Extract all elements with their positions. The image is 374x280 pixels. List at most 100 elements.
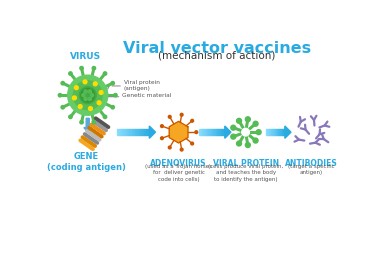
Bar — [123, 129, 125, 135]
Text: ANTIBODIES: ANTIBODIES — [285, 159, 337, 168]
Circle shape — [242, 128, 249, 136]
Bar — [120, 129, 122, 135]
Bar — [117, 129, 119, 135]
Bar — [200, 129, 202, 135]
Bar — [282, 129, 283, 135]
Text: Viral protein
(antigen): Viral protein (antigen) — [124, 80, 160, 91]
Bar — [220, 129, 221, 135]
Circle shape — [83, 80, 87, 84]
Circle shape — [111, 106, 114, 109]
Bar — [215, 129, 216, 135]
Circle shape — [92, 120, 96, 124]
Bar — [218, 129, 220, 135]
Bar — [130, 129, 132, 135]
Circle shape — [88, 90, 92, 93]
Bar — [143, 129, 144, 135]
Circle shape — [231, 125, 236, 130]
Bar — [275, 129, 276, 135]
Circle shape — [92, 66, 96, 70]
Bar — [205, 129, 206, 135]
Bar — [267, 129, 268, 135]
Bar — [132, 129, 133, 135]
Bar — [119, 129, 120, 135]
Bar — [122, 129, 123, 135]
Circle shape — [73, 81, 102, 109]
Circle shape — [73, 96, 76, 100]
Bar — [211, 129, 212, 135]
Circle shape — [191, 119, 193, 122]
Bar — [199, 129, 200, 135]
Bar — [148, 129, 149, 135]
Circle shape — [74, 86, 78, 90]
Polygon shape — [149, 126, 156, 138]
Circle shape — [111, 81, 114, 85]
Bar — [213, 129, 215, 135]
Bar — [135, 129, 137, 135]
Circle shape — [180, 113, 183, 116]
Polygon shape — [169, 122, 188, 143]
Circle shape — [256, 130, 261, 135]
Bar — [222, 129, 224, 135]
Bar — [268, 129, 269, 135]
Bar — [284, 129, 285, 135]
Bar — [273, 129, 274, 135]
Bar — [280, 129, 281, 135]
Circle shape — [245, 117, 250, 122]
Circle shape — [160, 125, 163, 127]
Circle shape — [168, 146, 171, 149]
Bar — [276, 129, 278, 135]
Bar — [279, 129, 280, 135]
Circle shape — [160, 137, 163, 140]
Circle shape — [91, 94, 94, 97]
Polygon shape — [285, 126, 291, 138]
Circle shape — [82, 94, 85, 97]
Text: (target a specific
antigen): (target a specific antigen) — [288, 164, 334, 175]
Circle shape — [88, 97, 92, 101]
Circle shape — [245, 143, 250, 148]
Circle shape — [84, 90, 87, 93]
Text: (mechanism of action): (mechanism of action) — [159, 51, 276, 60]
Bar — [272, 129, 273, 135]
Bar — [271, 129, 272, 135]
Bar — [206, 129, 207, 135]
Bar — [128, 129, 130, 135]
Bar — [269, 129, 270, 135]
Circle shape — [99, 90, 103, 94]
Bar — [146, 129, 148, 135]
Bar — [141, 129, 143, 135]
Circle shape — [79, 87, 96, 104]
Bar — [274, 129, 275, 135]
Bar — [137, 129, 138, 135]
Circle shape — [80, 66, 83, 70]
Circle shape — [237, 141, 242, 146]
Bar — [266, 129, 267, 135]
Text: Viral vector vaccines: Viral vector vaccines — [123, 41, 311, 55]
Circle shape — [191, 142, 193, 145]
Bar — [217, 129, 218, 135]
Text: VIRUS: VIRUS — [70, 52, 101, 61]
Bar — [202, 129, 203, 135]
Bar — [140, 129, 141, 135]
Circle shape — [84, 97, 87, 101]
Text: VIRAL PROTEIN: VIRAL PROTEIN — [212, 159, 279, 168]
Circle shape — [237, 118, 242, 123]
Circle shape — [231, 134, 236, 139]
Bar — [283, 129, 284, 135]
Circle shape — [97, 101, 101, 105]
Bar — [212, 129, 213, 135]
Circle shape — [68, 75, 108, 115]
Circle shape — [89, 107, 92, 111]
Circle shape — [195, 131, 198, 134]
Bar — [203, 129, 205, 135]
FancyArrow shape — [84, 118, 92, 132]
Circle shape — [114, 94, 117, 97]
Bar — [278, 129, 279, 135]
Bar — [209, 129, 211, 135]
Bar — [281, 129, 282, 135]
Circle shape — [58, 94, 62, 97]
Bar — [207, 129, 208, 135]
Bar — [224, 129, 225, 135]
Circle shape — [69, 72, 72, 75]
Circle shape — [103, 115, 107, 118]
Text: GENE
(coding antigen): GENE (coding antigen) — [47, 152, 126, 172]
